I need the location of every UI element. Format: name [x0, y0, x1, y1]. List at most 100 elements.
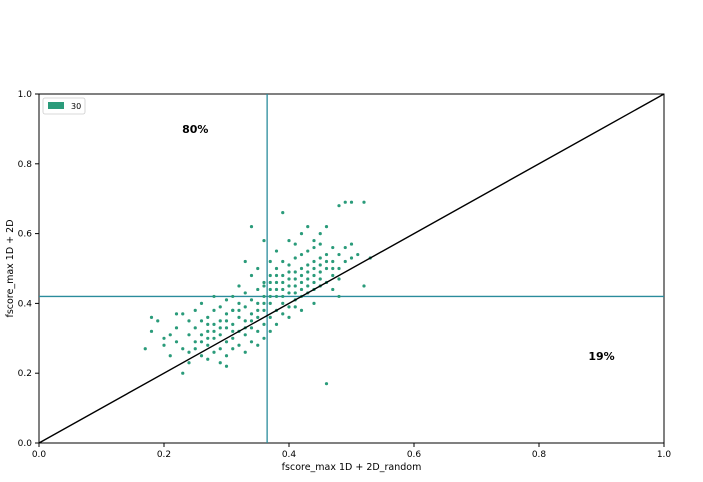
scatter-point — [274, 266, 279, 271]
x-axis-label: fscore_max 1D + 2D_random — [282, 462, 422, 473]
scatter-point — [218, 305, 222, 309]
scatter-point — [299, 273, 304, 278]
x-tick-label: 0.6 — [407, 450, 422, 460]
scatter-point — [318, 263, 322, 267]
scatter-point — [337, 277, 341, 281]
scatter-point — [318, 242, 322, 246]
scatter-point — [243, 350, 247, 354]
scatter-point — [312, 266, 316, 271]
scatter-point — [268, 294, 272, 299]
scatter-points — [143, 200, 372, 386]
scatter-point — [181, 312, 185, 316]
scatter-point — [299, 232, 304, 236]
x-tick-label: 0.8 — [532, 450, 547, 460]
scatter-point — [318, 256, 322, 260]
scatter-point — [337, 266, 341, 271]
scatter-point — [224, 326, 229, 330]
scatter-point — [299, 308, 304, 312]
scatter-point — [287, 238, 291, 243]
y-tick-label: 1.0 — [18, 90, 33, 100]
scatter-point — [237, 343, 241, 347]
y-tick-label: 0.6 — [18, 230, 33, 240]
scatter-point — [174, 312, 179, 316]
scatter-point — [306, 225, 310, 229]
scatter-point — [243, 319, 247, 323]
scatter-point — [281, 312, 285, 316]
diagonal-line — [38, 93, 665, 444]
scatter-point — [212, 294, 216, 299]
scatter-point — [231, 329, 235, 333]
scatter-point — [293, 305, 297, 309]
scatter-point — [293, 277, 297, 281]
scatter-point — [231, 336, 235, 340]
scatter-point — [206, 343, 210, 347]
scatter-point — [224, 319, 229, 323]
x-tick-label: 0.2 — [157, 450, 171, 460]
scatter-point — [287, 277, 291, 281]
scatter-point — [187, 350, 191, 354]
threshold-lines — [39, 94, 664, 443]
scatter-point — [312, 280, 316, 285]
y-tick-label: 0.4 — [18, 299, 33, 309]
scatter-point — [274, 249, 279, 253]
scatter-point — [318, 232, 322, 236]
scatter-point — [199, 333, 204, 337]
scatter-point — [237, 284, 241, 288]
scatter-point — [293, 291, 297, 295]
scatter-point — [181, 347, 185, 351]
scatter-point — [162, 336, 166, 340]
scatter-point — [306, 270, 310, 274]
scatter-point — [337, 294, 341, 299]
scatter-point — [218, 347, 222, 351]
scatter-point — [231, 322, 235, 326]
scatter-point — [281, 280, 285, 285]
scatter-point — [218, 319, 222, 323]
scatter-point — [299, 287, 304, 292]
scatter-point — [274, 273, 279, 278]
scatter-point — [193, 308, 197, 312]
scatter-point — [318, 270, 322, 274]
scatter-point — [324, 252, 329, 257]
scatter-point — [343, 200, 347, 204]
scatter-point — [287, 315, 291, 319]
scatter-point — [237, 308, 241, 312]
scatter-point — [187, 361, 191, 365]
scatter-point — [293, 256, 297, 260]
scatter-point — [343, 245, 347, 250]
scatter-point — [324, 225, 329, 229]
scatter-point — [231, 308, 235, 312]
scatter-point — [287, 270, 291, 274]
scatter-point — [312, 273, 316, 278]
scatter-point — [174, 340, 179, 344]
scatter-point — [256, 266, 260, 271]
scatter-point — [262, 322, 266, 326]
scatter-point — [187, 333, 191, 337]
scatter-point — [193, 340, 197, 344]
scatter-point — [299, 266, 304, 271]
scatter-point — [218, 326, 222, 330]
scatter-point — [268, 287, 272, 292]
scatter-point — [287, 305, 291, 309]
scatter-point — [262, 284, 266, 288]
scatter-point — [331, 245, 335, 250]
scatter-point — [293, 284, 297, 288]
scatter-point — [268, 280, 272, 285]
scatter-point — [249, 225, 254, 229]
x-tick-label: 0.0 — [32, 450, 47, 460]
scatter-point — [287, 291, 291, 295]
scatter-point — [206, 322, 210, 326]
scatter-point — [212, 336, 216, 340]
scatter-point — [306, 284, 310, 288]
scatter-point — [206, 315, 210, 319]
scatter-point — [249, 312, 254, 316]
y-axis-label: fscore_max 1D + 2D — [5, 219, 16, 317]
scatter-point — [249, 319, 254, 323]
scatter-point — [312, 238, 316, 243]
scatter-point — [256, 287, 260, 292]
scatter-point — [312, 259, 316, 264]
scatter-point — [206, 329, 210, 333]
scatter-point — [206, 357, 210, 361]
scatter-point — [306, 263, 310, 267]
scatter-point — [243, 291, 247, 295]
y-tick-label: 0.8 — [18, 160, 33, 170]
